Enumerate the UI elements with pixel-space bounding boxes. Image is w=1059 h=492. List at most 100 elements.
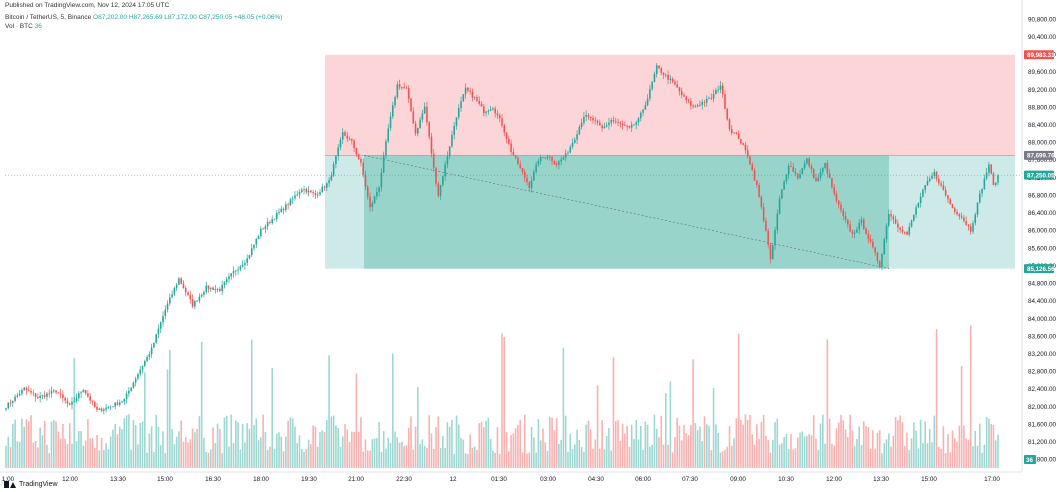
candle: [41, 394, 44, 400]
volume-bar: [758, 439, 760, 468]
volume-bar: [237, 422, 239, 468]
volume-bar: [887, 433, 890, 468]
candle-body: [919, 196, 922, 204]
volume-bar: [419, 444, 421, 468]
volume-bar: [496, 426, 499, 468]
volume-bar: [241, 424, 244, 468]
candle: [517, 156, 519, 165]
time-tick-label: 03:00: [540, 476, 556, 483]
volume-bar: [471, 447, 474, 468]
candle: [892, 214, 895, 225]
candle: [307, 186, 310, 197]
volume-bar: [96, 434, 98, 468]
volume-bar: [608, 428, 610, 468]
volume-bar: [842, 420, 845, 468]
volume-bar: [23, 426, 25, 468]
volume-bar: [430, 433, 433, 468]
candle: [469, 87, 471, 95]
volume-bar: [316, 446, 319, 468]
candle: [162, 311, 164, 327]
candle: [721, 82, 724, 98]
candle-body: [246, 258, 248, 263]
candle-body: [419, 119, 421, 129]
candle: [248, 254, 251, 260]
candle-body: [437, 183, 440, 196]
candle: [883, 237, 886, 255]
volume-bar: [264, 431, 267, 468]
candle-body: [790, 165, 792, 167]
candle-body: [601, 125, 603, 129]
volume-bar: [212, 427, 214, 468]
price-tick-label: 83,600.00: [1028, 333, 1057, 340]
volume-bar: [314, 426, 317, 468]
candle: [649, 84, 651, 102]
candle-body: [501, 118, 503, 126]
price-axis[interactable]: 90,800.0090,400.0090,000.0089,600.0089,2…: [1021, 0, 1057, 472]
long-short-position-tool[interactable]: [325, 54, 1015, 269]
candle-body: [439, 184, 442, 196]
volume-bar: [191, 428, 194, 468]
volume-bar: [494, 452, 496, 468]
candle: [881, 253, 883, 271]
volume-bar: [162, 431, 164, 468]
candle: [419, 116, 421, 130]
candle-body: [41, 395, 44, 396]
candle: [73, 397, 76, 403]
candle-body: [774, 229, 776, 246]
candle-body: [965, 220, 967, 225]
candle-body: [71, 401, 73, 405]
candle: [637, 116, 640, 126]
volume-bar: [498, 453, 501, 468]
candle: [674, 79, 676, 86]
price-tick-label: 87,600.00: [1028, 157, 1057, 164]
candle: [116, 399, 119, 406]
volume-bar: [626, 425, 628, 468]
volume-legend[interactable]: Vol · BTC 36: [5, 23, 42, 30]
candle: [457, 104, 460, 120]
volume-bar: [539, 440, 542, 468]
volume-bar: [678, 425, 681, 468]
candle-body: [765, 220, 767, 231]
candle-body: [203, 292, 205, 295]
candle: [560, 156, 562, 166]
volume-bar: [442, 436, 444, 468]
volume-bar: [43, 420, 46, 468]
candle-body: [141, 365, 144, 370]
candle-body: [583, 116, 585, 123]
candle: [442, 175, 444, 187]
candle-body: [287, 204, 289, 206]
candle-body: [710, 97, 713, 99]
candle-body: [364, 174, 367, 187]
volume-bar: [326, 419, 328, 468]
candle-body: [46, 393, 48, 397]
volume-bar: [792, 449, 795, 468]
candle: [744, 141, 747, 155]
candle: [198, 293, 201, 304]
candle-body: [442, 176, 444, 185]
time-axis[interactable]: 1:00 12:00 13:30 15:00 16:30 18:00 19:30 21:00 2…: [0, 471, 1022, 483]
candle-body: [485, 111, 487, 114]
candle-body: [751, 164, 754, 171]
price-tick-label: 88,000.00: [1028, 140, 1057, 147]
candle: [687, 98, 690, 104]
candle: [521, 167, 524, 175]
candle-body: [212, 287, 214, 290]
volume-bar: [194, 432, 196, 468]
price-tick-label: 86,800.00: [1028, 192, 1057, 199]
candle-body: [933, 171, 936, 176]
candle-body: [64, 397, 66, 401]
candle-body: [614, 121, 617, 123]
candle: [614, 117, 617, 125]
candle: [890, 209, 892, 222]
time-tick-label: 07:30: [682, 476, 698, 483]
symbol-legend[interactable]: Bitcoin / TetherUS, 5, Binance O87,202.0…: [5, 14, 282, 21]
candle-body: [753, 170, 756, 181]
candle: [510, 139, 512, 156]
volume-bar: [426, 447, 428, 468]
candle-body: [744, 144, 747, 151]
volume-bar: [749, 414, 751, 468]
candle: [396, 80, 399, 100]
price-tick-label: 84,000.00: [1028, 316, 1057, 323]
candle: [380, 168, 383, 192]
